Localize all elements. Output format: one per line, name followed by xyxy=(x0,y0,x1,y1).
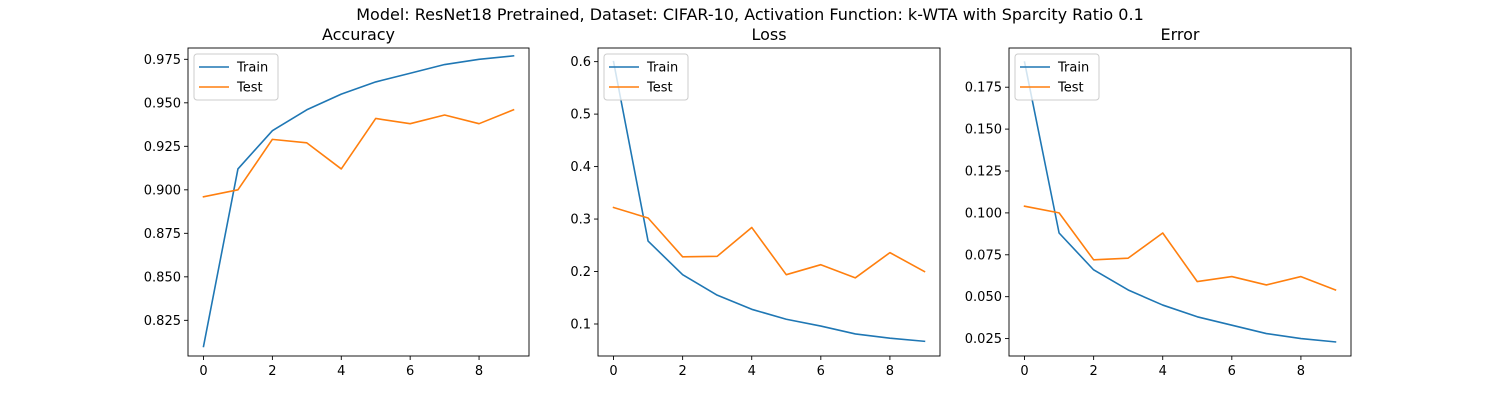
legend-box xyxy=(193,53,279,101)
legend: Train Test xyxy=(603,53,689,101)
x-tick-label: 2 xyxy=(268,364,276,379)
x-tick-label: 4 xyxy=(337,364,345,379)
x-tick-label: 8 xyxy=(1297,364,1305,379)
chart-panel-accuracy: Accuracy 0 2 4 6 8 0.825 0.850 0.875 0.900 0.925 0.… xyxy=(144,25,530,379)
y-tick-label: 0.4 xyxy=(570,160,591,175)
chart-title-accuracy: Accuracy xyxy=(322,25,395,44)
legend-label-test: Test xyxy=(1057,81,1084,96)
legend-box xyxy=(1014,53,1100,101)
legend-label-train: Train xyxy=(236,61,268,76)
figure-suptitle: Model: ResNet18 Pretrained, Dataset: CIF… xyxy=(356,5,1144,24)
y-tick-label: 0.175 xyxy=(965,81,1002,96)
y-tick-label: 0.3 xyxy=(570,213,591,228)
x-tick-label: 8 xyxy=(475,364,483,379)
legend-label-test: Test xyxy=(646,81,673,96)
y-tick-label: 0.100 xyxy=(965,206,1002,221)
y-tick-label: 0.975 xyxy=(144,53,181,68)
y-tick-label: 0.5 xyxy=(570,108,591,123)
chart-title-loss: Loss xyxy=(751,25,786,44)
y-tick-label: 0.1 xyxy=(570,317,591,332)
chart-panel-loss: Loss 0 2 4 6 8 0.1 0.2 0.3 0.4 0.5 0.6 Train Test xyxy=(570,25,941,379)
plot-frame xyxy=(187,47,530,357)
chart-panel-error: Error 0 2 4 6 8 0.025 0.050 0.075 0.100 0.125 0.150… xyxy=(965,25,1352,379)
y-tick-label: 0.075 xyxy=(965,248,1002,263)
x-tick-label: 0 xyxy=(609,364,617,379)
y-tick-label: 0.875 xyxy=(144,227,181,242)
y-tick-label: 0.2 xyxy=(570,265,591,280)
y-tick-label: 0.950 xyxy=(144,96,181,111)
y-tick-label: 0.150 xyxy=(965,123,1002,138)
plot-frame xyxy=(1008,47,1352,357)
series-line-train xyxy=(1023,61,1337,343)
series-line-train xyxy=(202,54,515,348)
legend-label-train: Train xyxy=(646,61,678,76)
y-tick-label: 0.825 xyxy=(144,314,181,329)
y-tick-label: 0.6 xyxy=(570,55,591,70)
y-tick-label: 0.125 xyxy=(965,164,1002,179)
x-tick-label: 6 xyxy=(1228,364,1236,379)
y-tick-label: 0.900 xyxy=(144,183,181,198)
legend-label-test: Test xyxy=(236,81,263,96)
x-tick-label: 6 xyxy=(406,364,414,379)
legend-box xyxy=(603,53,689,101)
legend-label-train: Train xyxy=(1057,61,1089,76)
x-tick-label: 8 xyxy=(886,364,894,379)
y-tick-label: 0.050 xyxy=(965,290,1002,305)
plot-frame xyxy=(597,47,941,357)
series-line-train xyxy=(612,60,926,343)
legend: Train Test xyxy=(1014,53,1100,101)
x-tick-label: 2 xyxy=(1089,364,1097,379)
y-tick-label: 0.850 xyxy=(144,270,181,285)
series-line-test xyxy=(202,108,515,198)
x-tick-label: 0 xyxy=(199,364,207,379)
x-tick-label: 4 xyxy=(748,364,756,379)
chart-title-error: Error xyxy=(1161,25,1200,44)
y-tick-label: 0.025 xyxy=(965,332,1002,347)
y-tick-label: 0.925 xyxy=(144,140,181,155)
x-tick-label: 2 xyxy=(678,364,686,379)
series-line-test xyxy=(1023,205,1337,292)
series-line-test xyxy=(612,206,926,279)
x-tick-label: 4 xyxy=(1159,364,1167,379)
x-tick-label: 6 xyxy=(817,364,825,379)
x-tick-label: 0 xyxy=(1020,364,1028,379)
legend: Train Test xyxy=(193,53,279,101)
